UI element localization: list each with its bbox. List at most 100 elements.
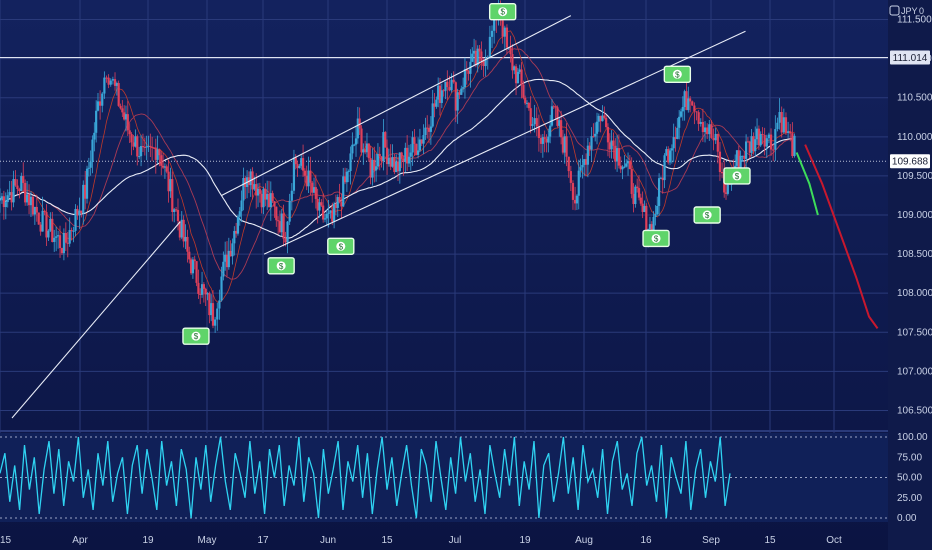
candle-body (197, 282, 200, 294)
candle-body (51, 218, 54, 242)
candle-body (367, 143, 370, 159)
candle-body (119, 105, 122, 109)
candle-body (639, 197, 642, 204)
x-tick-label: 15 (764, 535, 776, 546)
candle-body (365, 143, 369, 153)
candle-body (533, 118, 536, 125)
candle-body (235, 230, 238, 234)
candle-body (550, 106, 554, 126)
candle-body (571, 182, 575, 200)
candle-body (78, 210, 81, 216)
candle-body (152, 147, 156, 149)
candle-body (420, 139, 423, 144)
candle-body (336, 197, 339, 208)
candle-body (96, 101, 100, 111)
candle-body (206, 293, 209, 295)
dollar-marker-icon: $ (642, 229, 670, 248)
candle-body (478, 48, 481, 52)
candle-body (389, 157, 392, 167)
candle-body (769, 134, 773, 150)
candle-body (338, 197, 341, 203)
candle-body (789, 131, 792, 134)
candle-body (774, 129, 777, 150)
candle-body (173, 209, 176, 212)
candle-body (435, 99, 438, 107)
candle-body (284, 238, 287, 243)
candle-body (793, 135, 796, 157)
dollar-coin-shape (498, 7, 508, 17)
x-tick-label: Sep (702, 535, 720, 546)
dollar-marker-label: $ (735, 172, 740, 181)
candle-body (426, 127, 429, 129)
candle-body (244, 178, 247, 187)
dollar-coin-shape (276, 261, 286, 271)
candle-body (706, 127, 709, 135)
candle-body (303, 170, 306, 176)
moving-average-line (0, 78, 795, 239)
candle-body (384, 132, 387, 148)
x-tick-label: 19 (519, 535, 531, 546)
candle-body (191, 259, 195, 274)
candle-body (180, 219, 183, 238)
candle-body (745, 141, 748, 159)
candle-body (643, 205, 646, 212)
candle-body (763, 134, 766, 147)
candle-body (619, 165, 622, 170)
candle-body (527, 102, 530, 109)
candle-body (189, 259, 193, 274)
candle-body (442, 90, 445, 92)
candle-body (0, 199, 2, 201)
osc-tick-label: 100.00 (897, 432, 928, 443)
candle-body (174, 209, 178, 211)
candle-body (138, 156, 141, 158)
candle-body (440, 90, 443, 103)
dollar-marker-label: $ (705, 211, 710, 220)
candle-body (8, 192, 11, 196)
candle-body (195, 261, 198, 283)
candle-body (374, 166, 378, 171)
candle-body (415, 143, 418, 155)
candle-body (318, 202, 321, 211)
dollar-coin-shape (336, 241, 346, 251)
candle-body (89, 161, 92, 168)
candle-body (657, 178, 661, 206)
candle-body (188, 251, 191, 260)
price-axis-background (888, 0, 932, 550)
candle-body (267, 193, 271, 208)
candle-body (37, 212, 40, 225)
y-tick-label: 106.500 (897, 405, 932, 416)
candle-body (31, 196, 35, 215)
candle-body (109, 80, 112, 85)
candle-body (58, 235, 62, 249)
candle-body (565, 136, 568, 157)
candle-body (681, 107, 684, 112)
candle-body (99, 101, 102, 106)
price-tag-label: 109.688 (892, 157, 929, 168)
candle-body (382, 132, 385, 162)
candle-body (757, 128, 760, 146)
candle-body (583, 159, 586, 165)
osc-tick-label: 75.00 (897, 452, 922, 463)
candle-body (520, 69, 523, 85)
candle-body (541, 137, 544, 144)
candle-body (208, 293, 211, 316)
candle-body (282, 213, 285, 239)
moving-average-line (0, 48, 795, 280)
candle-body (312, 187, 316, 193)
candle-body (402, 158, 405, 163)
candle-body (91, 139, 94, 162)
candle-body (418, 139, 422, 151)
candle-body (621, 166, 624, 170)
candle-body (333, 203, 336, 222)
candle-body (39, 224, 42, 232)
candle-body (569, 171, 572, 183)
candle-body (95, 110, 98, 133)
candle-body (560, 120, 563, 138)
candle-body (143, 146, 146, 148)
candle-body (433, 103, 436, 107)
candle-body (255, 184, 258, 196)
candle-body (503, 27, 506, 37)
candle-body (18, 189, 21, 192)
candle-body (117, 83, 120, 106)
candles (0, 0, 796, 333)
